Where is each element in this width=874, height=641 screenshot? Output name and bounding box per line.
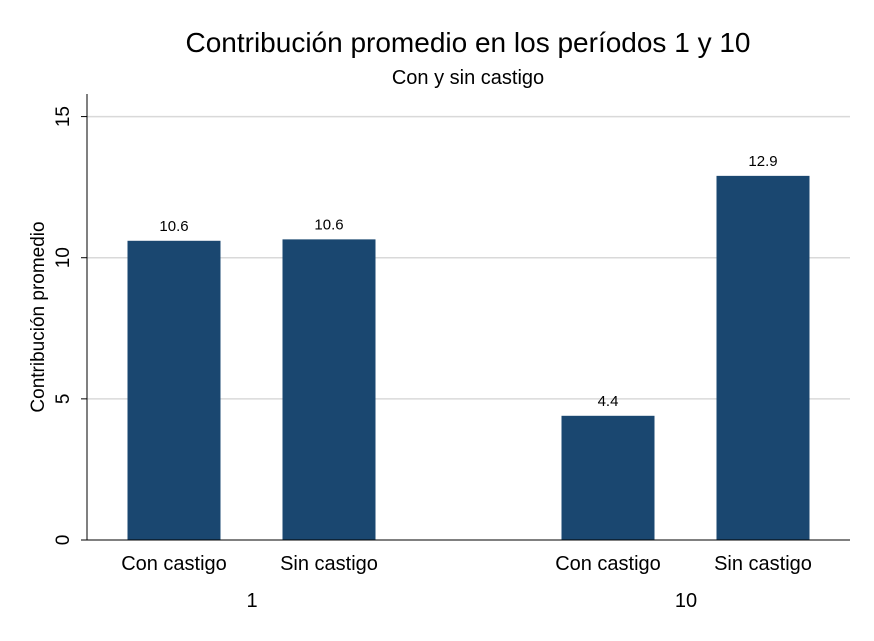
y-tick-label: 15 xyxy=(53,106,74,127)
bar xyxy=(282,239,376,540)
x-group-label: 10 xyxy=(675,590,697,612)
y-axis-label: Contribución promedio xyxy=(28,221,49,412)
chart-subtitle: Con y sin castigo xyxy=(392,67,544,89)
x-category-label: Con castigo xyxy=(121,553,227,575)
bar-value-label: 10.6 xyxy=(314,216,343,233)
y-tick-label: 10 xyxy=(53,247,74,268)
x-category-label: Sin castigo xyxy=(280,553,378,575)
x-category-label: Sin castigo xyxy=(714,553,812,575)
axes xyxy=(81,94,850,541)
bar-value-label: 12.9 xyxy=(748,153,777,170)
bar-value-label: 10.6 xyxy=(159,218,188,235)
y-tick-label: 5 xyxy=(53,394,74,405)
chart-title: Contribución promedio en los períodos 1 … xyxy=(185,27,750,58)
labels: 0 5 10 15 10.6 Con castigo 10.6 Sin castigo 1 4.4… xyxy=(53,106,812,612)
bar xyxy=(561,415,655,540)
bar xyxy=(716,175,810,540)
y-tick-label: 0 xyxy=(53,535,74,546)
bar xyxy=(127,240,221,541)
x-group-label: 1 xyxy=(246,590,257,612)
x-category-label: Con castigo xyxy=(555,553,661,575)
bars xyxy=(127,175,810,541)
bar-value-label: 4.4 xyxy=(598,393,619,410)
